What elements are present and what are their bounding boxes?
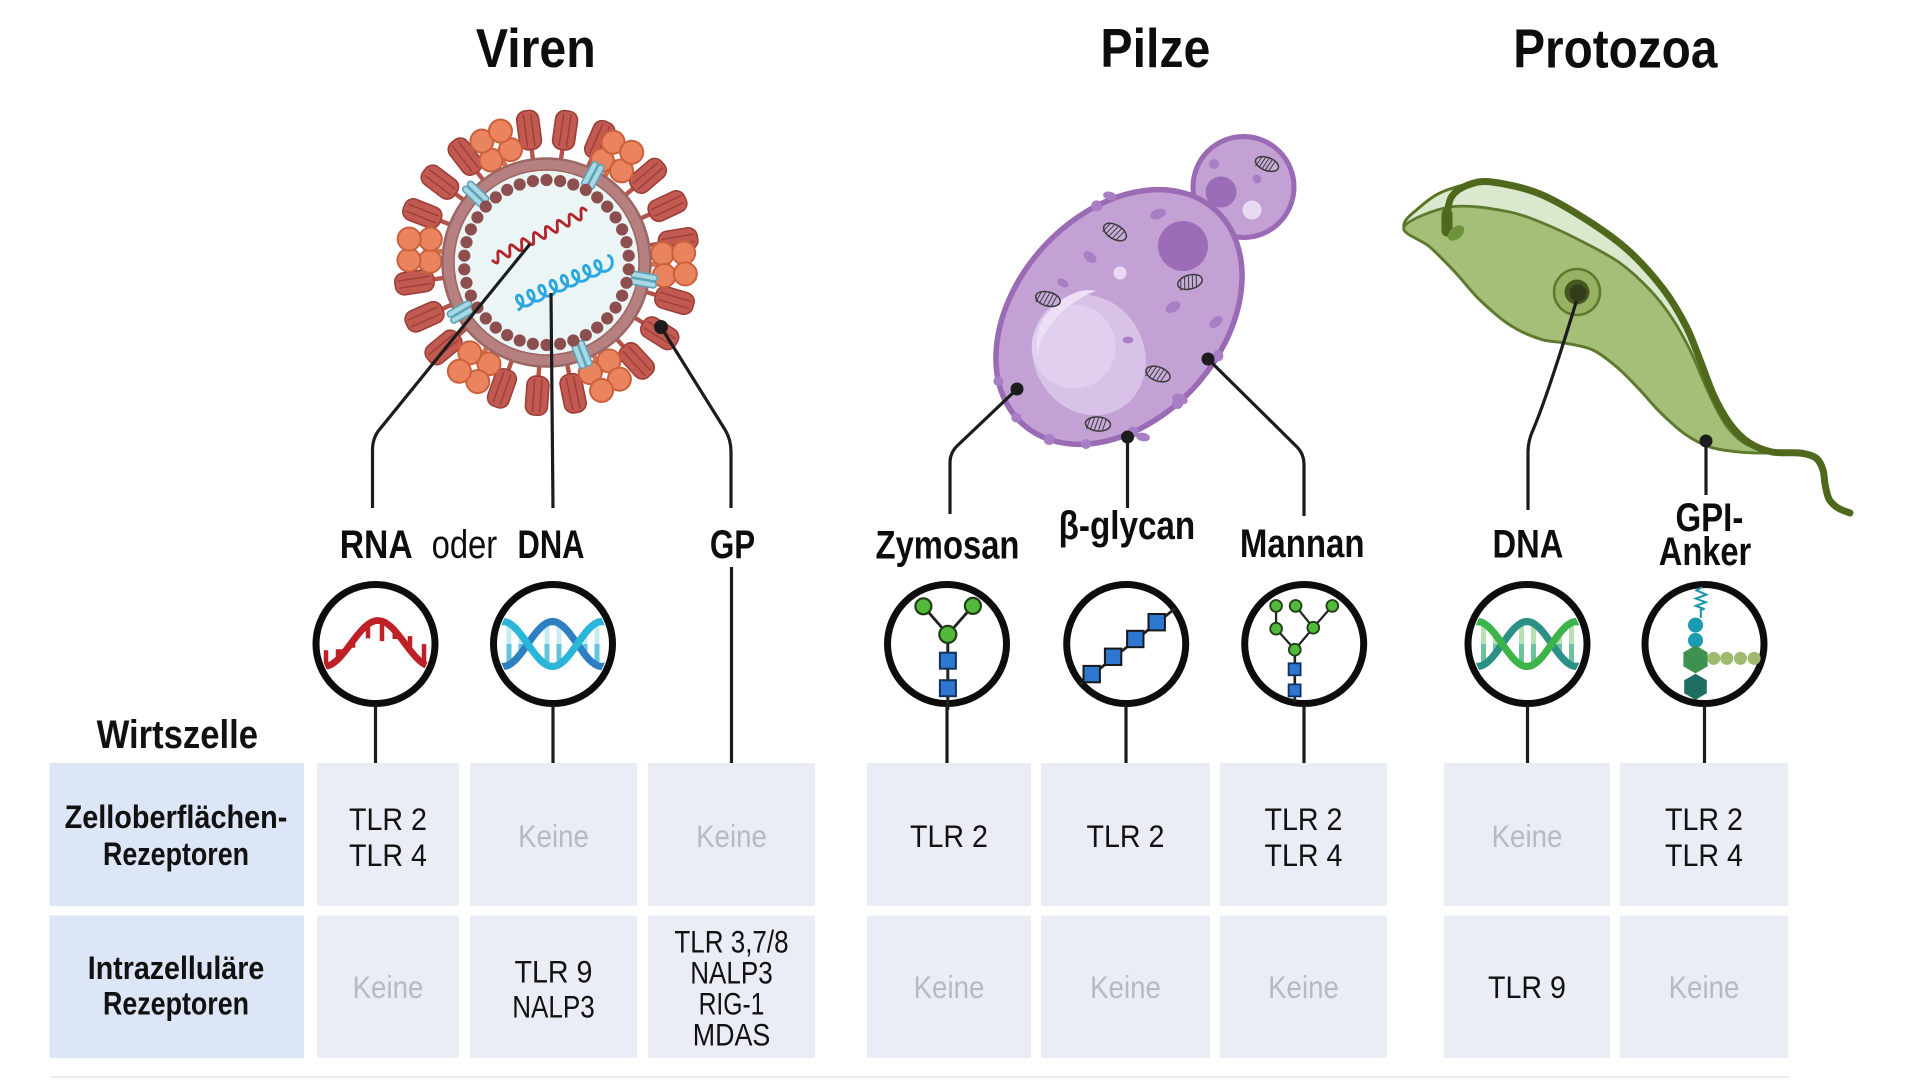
svg-text:TLR 2: TLR 2 [1265, 801, 1343, 837]
svg-text:Anker: Anker [1659, 530, 1752, 574]
svg-text:DNA: DNA [518, 523, 585, 567]
svg-text:NALP3: NALP3 [512, 989, 595, 1025]
svg-text:TLR 3,7/8: TLR 3,7/8 [674, 924, 788, 960]
svg-text:TLR 2: TLR 2 [1665, 801, 1743, 837]
svg-text:Rezeptoren: Rezeptoren [103, 986, 249, 1022]
svg-text:TLR 4: TLR 4 [1265, 837, 1343, 873]
svg-text:Zymosan: Zymosan [876, 524, 1020, 568]
svg-text:RNA: RNA [340, 523, 413, 567]
svg-text:Viren: Viren [476, 17, 596, 79]
svg-text:Zelloberflächen-: Zelloberflächen- [65, 799, 288, 835]
svg-text:Mannan: Mannan [1240, 522, 1365, 566]
svg-text:Keine: Keine [1090, 969, 1161, 1005]
svg-text:Keine: Keine [1268, 969, 1339, 1005]
svg-text:Rezeptoren: Rezeptoren [103, 836, 249, 872]
svg-text:TLR 2: TLR 2 [349, 801, 427, 837]
svg-text:GPI-: GPI- [1675, 496, 1743, 540]
svg-text:Keine: Keine [914, 969, 985, 1005]
svg-text:β-glycan: β-glycan [1059, 504, 1196, 548]
svg-text:MDAS: MDAS [693, 1017, 771, 1053]
svg-text:Protozoa: Protozoa [1513, 18, 1718, 80]
svg-text:Keine: Keine [1669, 969, 1740, 1005]
svg-text:TLR 4: TLR 4 [349, 837, 427, 873]
svg-text:oder: oder [432, 523, 498, 567]
svg-text:TLR 4: TLR 4 [1665, 837, 1743, 873]
svg-text:Wirtszelle: Wirtszelle [97, 713, 258, 757]
svg-text:Intrazelluläre: Intrazelluläre [88, 950, 265, 986]
svg-text:Keine: Keine [353, 969, 424, 1005]
svg-text:GP: GP [710, 523, 755, 567]
svg-text:DNA: DNA [1493, 523, 1564, 567]
svg-text:NALP3: NALP3 [690, 955, 773, 991]
svg-text:Pilze: Pilze [1100, 17, 1210, 79]
svg-text:Keine: Keine [696, 818, 767, 854]
svg-text:TLR 2: TLR 2 [910, 818, 988, 854]
svg-text:Keine: Keine [518, 818, 589, 854]
svg-text:RIG-1: RIG-1 [699, 986, 765, 1022]
svg-text:TLR 9: TLR 9 [515, 954, 593, 990]
svg-text:TLR 9: TLR 9 [1488, 969, 1566, 1005]
svg-text:Keine: Keine [1492, 818, 1563, 854]
svg-text:TLR 2: TLR 2 [1087, 818, 1165, 854]
